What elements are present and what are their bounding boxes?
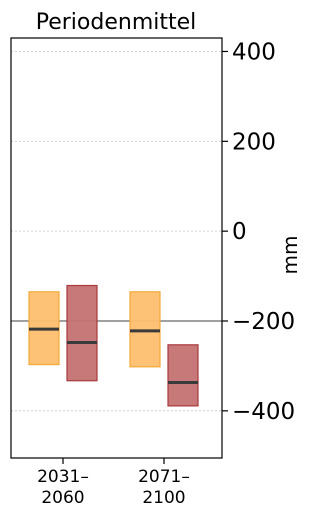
y-tick-label: 200 [232,129,276,155]
y-tick-label: 400 [232,39,276,65]
range-bar [66,284,98,382]
bars-group [28,284,199,407]
x-ticks: 2031–2060 2071–2100 [37,458,190,506]
x-tick-label: 2071– [138,467,190,487]
y-tick-label: −400 [232,399,295,425]
range-bar [129,291,161,368]
x-tick-label: 2031– [37,467,89,487]
plot-frame [10,37,223,459]
x-tick-label: 2100 [142,488,185,506]
chart-title: Periodenmittel [36,10,197,35]
y-axis-label: mm [278,236,302,275]
y-ticks: 400 200 0 −200 −400 [222,39,295,425]
x-tick-label: 2060 [41,488,84,506]
y-tick-label: −200 [232,309,295,335]
range-bar [167,344,199,407]
y-tick-label: 0 [232,219,247,245]
